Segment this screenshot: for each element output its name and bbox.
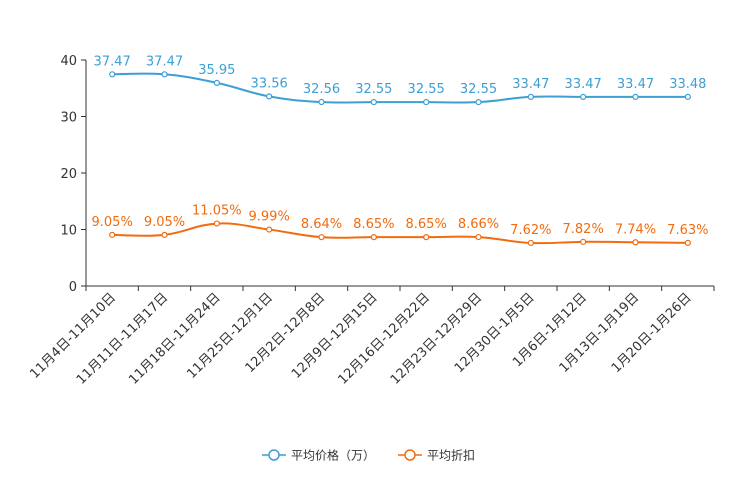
legend-label: 平均折扣 [427,448,475,463]
data-label: 33.47 [617,77,654,92]
data-label: 8.65% [406,217,447,232]
data-point[interactable] [527,93,534,100]
data-label: 9.05% [144,215,185,230]
data-label: 33.47 [512,77,549,92]
legend-item-1[interactable]: 平均价格（万） [262,448,375,463]
data-point[interactable] [580,93,587,100]
data-label: 8.64% [301,217,342,232]
data-label: 32.55 [460,82,497,97]
data-point[interactable] [423,98,430,106]
data-labels-layer: 37.47 37.47 35.95 33.56 32.56 32.55 32.55 32.55… [92,54,709,238]
data-point[interactable] [475,233,482,241]
data-point[interactable] [161,71,168,78]
data-point[interactable] [109,71,116,78]
y-tick-label: 20 [60,167,77,182]
data-label: 9.99% [249,210,290,225]
data-point[interactable] [684,93,691,100]
x-tick-label: 11月11日-11月17日 [74,290,171,387]
data-point[interactable] [684,239,691,246]
series-line-2 [112,222,688,245]
legend-circle-icon [404,449,416,461]
data-label: 7.82% [563,222,604,237]
data-point[interactable] [632,239,639,246]
data-label: 33.48 [669,77,706,92]
y-tick-label: 10 [60,224,77,239]
y-tick-label: 0 [69,280,77,295]
data-label: 37.47 [94,54,131,69]
data-label: 32.55 [408,82,445,97]
data-point[interactable] [580,238,587,245]
data-point[interactable] [527,239,534,247]
x-tick-label: 12月23日-12月29日 [388,290,485,387]
data-point[interactable] [161,231,168,238]
data-point[interactable] [370,98,377,106]
x-tick-label: 12月16日-12月22日 [336,290,433,387]
legend-label: 平均价格（万） [291,448,375,463]
series-line-1 [112,72,688,104]
data-label: 32.55 [355,82,392,97]
data-label: 7.63% [667,223,708,238]
legend[interactable]: 平均价格（万） 平均折扣 [262,448,475,463]
y-tick-label: 30 [60,111,77,126]
data-point[interactable] [370,234,377,241]
data-label: 8.66% [458,217,499,232]
data-label: 35.95 [198,63,235,78]
data-label: 33.56 [251,76,288,91]
data-label: 7.74% [615,222,656,237]
data-point[interactable] [318,98,325,106]
data-label: 32.56 [303,82,340,97]
data-point[interactable] [318,234,325,241]
series-layer [109,71,691,247]
legend-item-2[interactable]: 平均折扣 [398,448,475,463]
data-point[interactable] [213,220,220,227]
data-point[interactable] [266,93,273,100]
data-label: 37.47 [146,54,183,69]
x-tick-label: 11月18日-11月24日 [126,290,223,387]
data-point[interactable] [109,231,116,238]
data-point[interactable] [423,234,430,241]
data-label: 33.47 [565,77,602,92]
data-label: 8.65% [353,217,394,232]
data-label: 7.62% [510,223,551,238]
data-label: 11.05% [192,204,242,219]
data-label: 9.05% [92,215,133,230]
legend-circle-icon [268,449,280,461]
data-point[interactable] [632,93,639,100]
data-point[interactable] [213,79,220,86]
y-tick-label: 40 [60,54,77,69]
data-point[interactable] [475,98,482,106]
data-point[interactable] [266,226,273,233]
x-tick-label: 11月4日-11月10日 [27,290,119,382]
